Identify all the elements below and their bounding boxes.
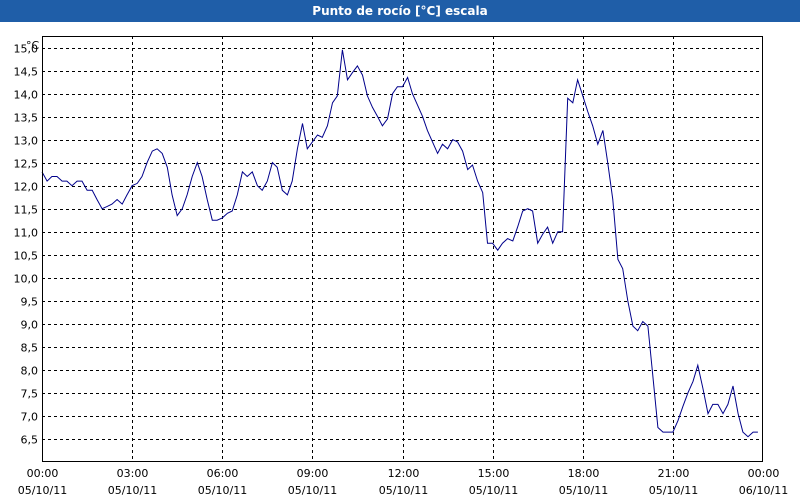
- x-tick-time-label: 15:00: [478, 467, 510, 480]
- y-tick-label: 10,5: [14, 250, 39, 263]
- y-tick-label: 12,0: [14, 181, 39, 194]
- x-tick-time-label: 18:00: [568, 467, 600, 480]
- x-tick-date-label: 05/10/11: [198, 484, 247, 497]
- y-tick-label: 9,0: [21, 319, 39, 332]
- x-tick-time-label: 00:00: [748, 467, 780, 480]
- dew-point-series-line: [41, 49, 758, 438]
- axis-ticks: 6,5 7,0 7,5 8,0 8,5 9,0 9,5 10,0 10,5 11,0 11,5 12,…: [14, 43, 789, 498]
- grid-lines: [42, 36, 763, 462]
- y-tick-label: 11,5: [14, 204, 39, 217]
- x-tick-date-label: 05/10/11: [559, 484, 608, 497]
- x-tick-date-label: 05/10/11: [649, 484, 698, 497]
- y-tick-label: 6,5: [21, 434, 39, 447]
- y-tick-label: 13,0: [14, 135, 39, 148]
- x-tick-time-label: 06:00: [207, 467, 239, 480]
- x-tick-time-label: 00:00: [27, 467, 59, 480]
- y-tick-label: 7,5: [21, 388, 39, 401]
- y-tick-label: 14,0: [14, 89, 39, 102]
- x-tick-date-label: 06/10/11: [739, 484, 788, 497]
- y-tick-label: 11,0: [14, 227, 39, 240]
- plot-area: [42, 36, 763, 462]
- y-tick-label: 8,5: [21, 342, 39, 355]
- y-tick-label: 15,0: [14, 43, 39, 56]
- chart-title: Punto de rocío [°C] escala: [0, 0, 800, 22]
- plot-border: [42, 36, 763, 462]
- x-tick-date-label: 05/10/11: [379, 484, 428, 497]
- x-tick-date-label: 05/10/11: [18, 484, 67, 497]
- y-tick-label: 10,0: [14, 273, 39, 286]
- x-tick-date-label: 05/10/11: [288, 484, 337, 497]
- y-tick-label: 7,0: [21, 411, 39, 424]
- y-tick-label: 13,5: [14, 112, 39, 125]
- x-tick-time-label: 03:00: [117, 467, 149, 480]
- x-tick-date-label: 05/10/11: [469, 484, 518, 497]
- x-tick-time-label: 21:00: [658, 467, 690, 480]
- dew-point-chart: 6,5 7,0 7,5 8,0 8,5 9,0 9,5 10,0 10,5 11,0 11,5 12,…: [14, 36, 789, 498]
- x-tick-time-label: 09:00: [297, 467, 329, 480]
- y-axis-unit-label: °C: [26, 39, 40, 52]
- y-tick-label: 9,5: [21, 296, 39, 309]
- x-tick-date-label: 05/10/11: [108, 484, 157, 497]
- y-tick-label: 14,5: [14, 66, 39, 79]
- y-tick-label: 12,5: [14, 158, 39, 171]
- x-tick-time-label: 12:00: [388, 467, 420, 480]
- y-tick-label: 8,0: [21, 365, 39, 378]
